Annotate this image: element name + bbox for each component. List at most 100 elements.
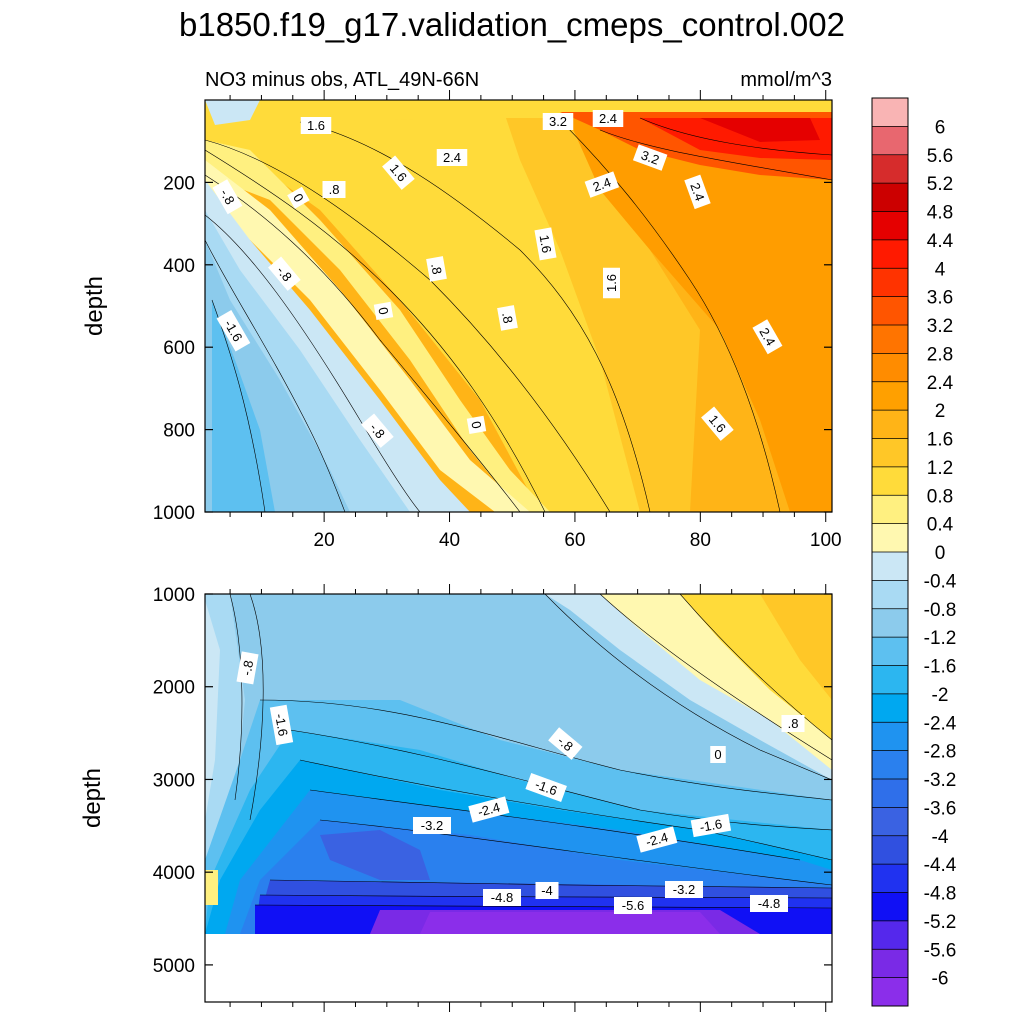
colorbar-swatch bbox=[872, 154, 908, 184]
colorbar-swatch bbox=[872, 807, 908, 837]
upper-ylabel: depth bbox=[81, 276, 108, 336]
lower-contour-label: -1.6 bbox=[269, 704, 294, 746]
colorbar-swatch bbox=[872, 665, 908, 695]
colorbar-frame bbox=[871, 97, 909, 1007]
colorbar: 6 5.6 5.2 4.8 4.4 4 3.6 3.2 2.8 2.4 2 1.6 1.2 0.8 0.4 0… bbox=[871, 97, 957, 1007]
colorbar-label: 0.4 bbox=[927, 515, 954, 536]
colorbar-swatch bbox=[872, 580, 908, 610]
lower-contour-label: -1.6 bbox=[525, 773, 567, 803]
svg-text:-4: -4 bbox=[541, 883, 553, 898]
svg-text:-3.2: -3.2 bbox=[673, 882, 695, 897]
lower-frame bbox=[204, 593, 833, 1003]
upper-contour-label: 1.6 bbox=[300, 117, 332, 134]
lower-ytick-label: 5000 bbox=[153, 956, 195, 977]
svg-text:0: 0 bbox=[714, 747, 721, 762]
svg-text:1.6: 1.6 bbox=[537, 234, 555, 254]
lower-x-ticks bbox=[229, 584, 827, 1012]
colorbar-label: 4 bbox=[935, 259, 946, 280]
colorbar-label: 5.2 bbox=[927, 174, 953, 195]
upper-contour-label: .8 bbox=[426, 256, 447, 282]
svg-text:2.4: 2.4 bbox=[687, 181, 707, 203]
svg-text:.8: .8 bbox=[499, 311, 516, 324]
colorbar-label: 4.4 bbox=[927, 231, 954, 252]
upper-contour-label: .8 bbox=[322, 181, 346, 198]
chart-subtitle-left: NO3 minus obs, ATL_49N-66N bbox=[205, 69, 479, 91]
lower-contour-label: -3.2 bbox=[665, 881, 703, 898]
upper-xtick-label: 20 bbox=[314, 530, 335, 551]
upper-contour-label: 2.4 bbox=[684, 174, 711, 210]
svg-text:0: 0 bbox=[468, 420, 484, 430]
upper-x-ticks: 20 40 60 80 100 bbox=[229, 90, 842, 551]
upper-contour-label: .8 bbox=[497, 305, 518, 331]
lower-contour-label: -3.2 bbox=[413, 817, 451, 834]
colorbar-swatch bbox=[872, 949, 908, 979]
colorbar-label: 0 bbox=[935, 543, 946, 564]
colorbar-swatch bbox=[872, 835, 908, 865]
svg-text:-1.6: -1.6 bbox=[699, 816, 724, 835]
upper-contour-label: 1.6 bbox=[534, 227, 557, 261]
colorbar-swatch bbox=[872, 722, 908, 752]
upper-panel: depth 200 400 600 800 1000 20 40 60 80 100 1.6 3.… bbox=[81, 90, 842, 551]
colorbar-swatch bbox=[872, 268, 908, 298]
upper-contour-label: 0 bbox=[373, 301, 394, 321]
upper-xtick-label: 60 bbox=[564, 530, 585, 551]
colorbar-label: -3.6 bbox=[924, 798, 957, 819]
lower-contour-label: -1.6 bbox=[690, 813, 732, 838]
colorbar-swatch bbox=[872, 325, 908, 354]
colorbar-swatch bbox=[872, 977, 908, 1007]
colorbar-label: -3.2 bbox=[924, 770, 957, 791]
upper-contour-label: 0 bbox=[287, 186, 310, 209]
upper-contour-label: 0 bbox=[466, 415, 487, 435]
colorbar-label: 1.6 bbox=[927, 430, 953, 451]
colorbar-label: -4.8 bbox=[924, 884, 957, 905]
svg-text:1.6: 1.6 bbox=[604, 274, 619, 292]
lower-contour-label: -.8 bbox=[548, 727, 583, 760]
upper-contour-label: -.8 bbox=[212, 179, 243, 215]
lower-contour-label: -2.4 bbox=[636, 826, 678, 853]
colorbar-swatch bbox=[872, 98, 908, 127]
colorbar-label: -5.2 bbox=[924, 912, 957, 933]
colorbar-label: 1.2 bbox=[927, 458, 953, 479]
lower-contour-label: -4.8 bbox=[483, 889, 521, 906]
upper-contour-label: 2.4 bbox=[752, 319, 783, 355]
colorbar-label: 3.2 bbox=[927, 316, 953, 337]
upper-xtick-label: 40 bbox=[439, 530, 460, 551]
upper-contour-label: -.8 bbox=[361, 413, 394, 448]
colorbar-swatch bbox=[872, 126, 908, 156]
upper-contour-label: 2.4 bbox=[584, 171, 620, 198]
colorbar-swatch bbox=[872, 183, 908, 212]
upper-contour-label: 1.6 bbox=[701, 406, 734, 441]
colorbar-label: -4 bbox=[932, 827, 949, 848]
colorbar-label: -6 bbox=[932, 969, 949, 990]
svg-text:-2.4: -2.4 bbox=[644, 829, 670, 849]
lower-contour-label: -2.4 bbox=[468, 796, 510, 823]
lower-contour-label: -4 bbox=[535, 882, 559, 899]
svg-text:2.4: 2.4 bbox=[591, 174, 613, 194]
svg-text:0: 0 bbox=[375, 306, 391, 316]
svg-text:.8: .8 bbox=[428, 262, 445, 275]
colorbar-swatch bbox=[872, 495, 908, 525]
colorbar-label: 3.6 bbox=[927, 288, 953, 309]
colorbar-label: -1.2 bbox=[924, 628, 957, 649]
lower-contour-label: -5.6 bbox=[614, 897, 652, 914]
colorbar-swatch bbox=[872, 211, 908, 241]
colorbar-swatch bbox=[872, 608, 908, 638]
upper-ytick-label: 800 bbox=[163, 421, 195, 442]
colorbar-swatch bbox=[872, 552, 908, 581]
colorbar-swatch bbox=[872, 637, 908, 666]
svg-text:-1.6: -1.6 bbox=[533, 777, 559, 799]
colorbar-label: -0.4 bbox=[924, 571, 957, 592]
chart-title: b1850.f19_g17.validation_cmeps_control.0… bbox=[179, 6, 845, 43]
colorbar-swatch bbox=[872, 693, 908, 723]
chart-units: mmol/m^3 bbox=[740, 69, 832, 91]
lower-y-ticks: 1000 2000 3000 4000 5000 bbox=[153, 585, 832, 977]
svg-text:-.8: -.8 bbox=[274, 263, 295, 284]
upper-contour-label: 3.2 bbox=[632, 144, 668, 171]
upper-ytick-label: 1000 bbox=[153, 503, 195, 524]
colorbar-swatch bbox=[872, 410, 908, 439]
upper-contour-label: -.8 bbox=[268, 256, 301, 291]
lower-contour-label: 0 bbox=[710, 746, 726, 763]
svg-text:.8: .8 bbox=[788, 716, 799, 731]
upper-ytick-label: 200 bbox=[163, 173, 195, 194]
